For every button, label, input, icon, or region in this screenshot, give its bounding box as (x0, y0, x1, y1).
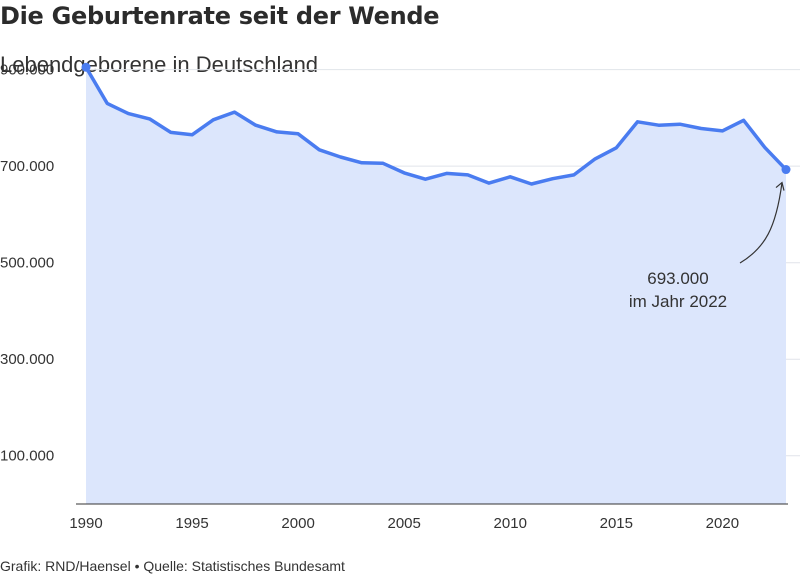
y-tick-label: 700.000 (0, 158, 54, 175)
data-points (81, 62, 791, 175)
y-tick-label: 500.000 (0, 255, 54, 272)
annotation-arrowhead (775, 181, 785, 191)
annotation-arrow (739, 182, 783, 264)
y-tick-label: 100.000 (0, 448, 54, 465)
x-tick-label: 1995 (175, 515, 208, 532)
x-tick-label: 2010 (494, 515, 527, 532)
y-tick-label: 300.000 (0, 351, 54, 368)
annotation-caption: im Jahr 2022 (629, 292, 727, 311)
x-tick-label: 2020 (706, 515, 739, 532)
source-note: Grafik: RND/Haensel • Quelle: Statistisc… (0, 558, 345, 574)
start-point (81, 62, 91, 72)
chart-subtitle: Lebendgeborene in Deutschland (0, 52, 319, 77)
x-tick-label: 2005 (387, 515, 420, 532)
chart-title: Die Geburtenrate seit der Wende (0, 2, 440, 30)
x-axis-tick-labels: 1990 1995 2000 2005 2010 2015 2020 (69, 515, 739, 532)
y-axis-tick-labels: 900.000 700.000 500.000 300.000 100.000 (0, 62, 54, 465)
area-fill (86, 67, 786, 504)
annotation-value: 693.000 (647, 269, 708, 288)
end-point (781, 165, 791, 175)
series-line (84, 65, 788, 186)
y-tick-label: 900.000 (0, 62, 54, 79)
annotation: 693.000 im Jahr 2022 (629, 181, 785, 311)
x-tick-label: 1990 (69, 515, 102, 532)
x-tick-label: 2000 (281, 515, 314, 532)
x-tick-label: 2015 (600, 515, 633, 532)
